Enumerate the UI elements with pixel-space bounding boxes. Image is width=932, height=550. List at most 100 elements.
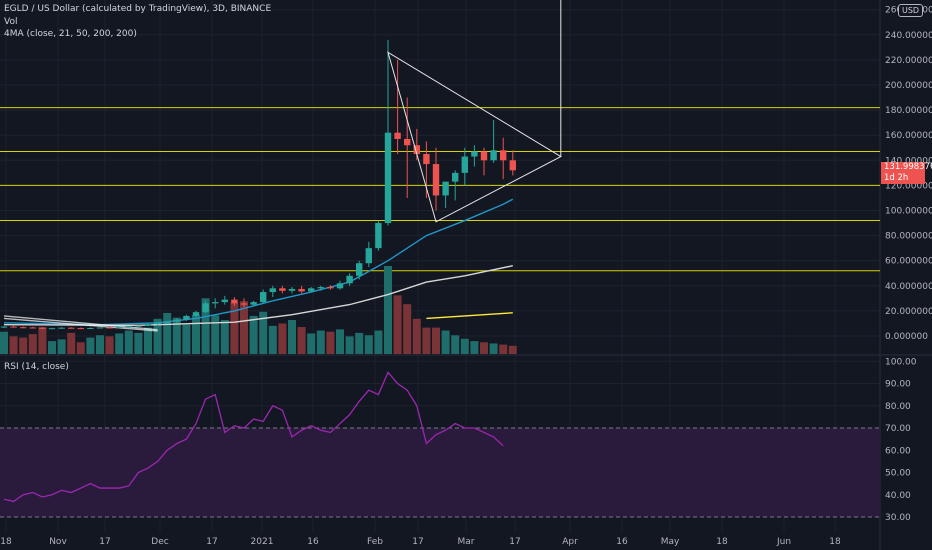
candle-body [452,172,459,182]
candle-body [154,322,161,325]
candle-body [96,327,104,329]
price-tick-label: 140.000000 [885,156,932,166]
volume-bar [9,336,18,354]
rsi-tick-label: 40.00 [885,491,911,501]
ma-legend: 4MA (close, 21, 50, 200, 200) [4,29,137,39]
volume-bar [249,315,258,354]
time-tick-label: Mar [458,537,475,547]
horizontal-levels [0,107,880,518]
volume-bar [124,330,133,354]
volume-bar [297,327,306,354]
candle-body [173,319,180,322]
volume-bar [489,343,498,354]
candle-body [471,151,478,157]
volume-bar [220,319,229,354]
candle-body [164,321,171,323]
time-tick-label: Apr [562,537,578,547]
candle-body [298,288,305,292]
volume-bar [57,339,66,354]
volume-bar [364,335,373,354]
moving-average-line [426,312,513,320]
candle-body [269,288,276,293]
rsi-tick-label: 50.00 [885,469,911,479]
chart-title: EGLD / US Dollar (calculated by TradingV… [4,4,272,14]
time-tick-label: 17 [509,537,520,547]
candle-body [48,328,56,330]
time-tick-label: Nov [49,537,67,547]
candle-body [480,151,488,161]
volume-bar [153,318,162,354]
candle-body [423,154,430,165]
volume-bar [134,332,143,354]
candle-body [442,181,449,196]
candle-body [183,315,190,320]
candles [0,39,516,330]
last-price-tag: 131.998376 1d 2h [881,162,932,184]
price-tick-label: 220.000000 [885,56,932,66]
volume-bar [230,302,239,354]
volume-bar [144,327,152,354]
volume-bar [316,330,325,354]
volume-bar [374,330,383,354]
price-tick-label: 240.000000 [885,31,932,41]
volume-bar [393,295,402,354]
volume-bar [508,345,517,354]
candle-body [346,275,353,284]
price-tick-label: 100.000000 [885,207,932,217]
candle-body [288,288,296,291]
volume-bar [451,335,460,354]
volume-bar [259,311,268,354]
volume-bar [460,338,469,354]
candle-body [221,299,228,303]
volume-bar [345,336,354,354]
volume-bar [192,315,200,354]
time-tick-label: Dec [151,537,168,547]
candle-body [231,299,238,304]
candle-body [39,327,46,329]
volume-bar [422,327,431,354]
candle-body [87,327,94,329]
moving-average-line [3,317,158,332]
candle-body [317,287,324,289]
candle-body [240,303,248,305]
moving-average-line [3,315,158,331]
volume-bar [163,312,172,354]
volume-bar [355,332,364,354]
volume-bar [326,331,335,354]
volume-bar [172,317,181,354]
time-tick-label: 17 [99,537,110,547]
rsi-tick-label: 80.00 [885,402,911,412]
currency-badge[interactable]: USD [898,4,924,17]
candle-body [77,328,84,330]
candle-body [202,303,209,313]
time-tick-label: 18 [716,537,728,547]
volume-bar [403,304,412,354]
price-tick-label: 160.000000 [885,131,932,141]
volume-bar [115,333,124,354]
volume-bar [67,332,76,354]
volume-bars [0,266,517,354]
candle-body [308,288,315,292]
candle-body [500,150,507,161]
volume-bar [441,330,450,354]
price-tick-label: 20.000000 [885,307,932,317]
rsi-line [3,371,504,503]
price-tick-label: 60.000000 [885,257,932,267]
volume-bar [412,318,421,354]
candle-body [20,327,27,329]
candle-body [250,302,257,305]
moving-average-line [3,265,513,327]
rsi-legend: RSI (14, close) [4,362,69,372]
candle-body [135,325,142,327]
candle-body [144,324,152,326]
price-tick-label: 180.000000 [885,106,932,116]
volume-bar [0,331,8,354]
volume-bar [268,325,277,354]
last-price-value: 131.998376 [884,162,932,172]
volume-bar [28,334,37,354]
drawings [387,0,562,223]
rsi-tick-label: 100.00 [885,357,917,367]
volume-bar [201,298,210,354]
